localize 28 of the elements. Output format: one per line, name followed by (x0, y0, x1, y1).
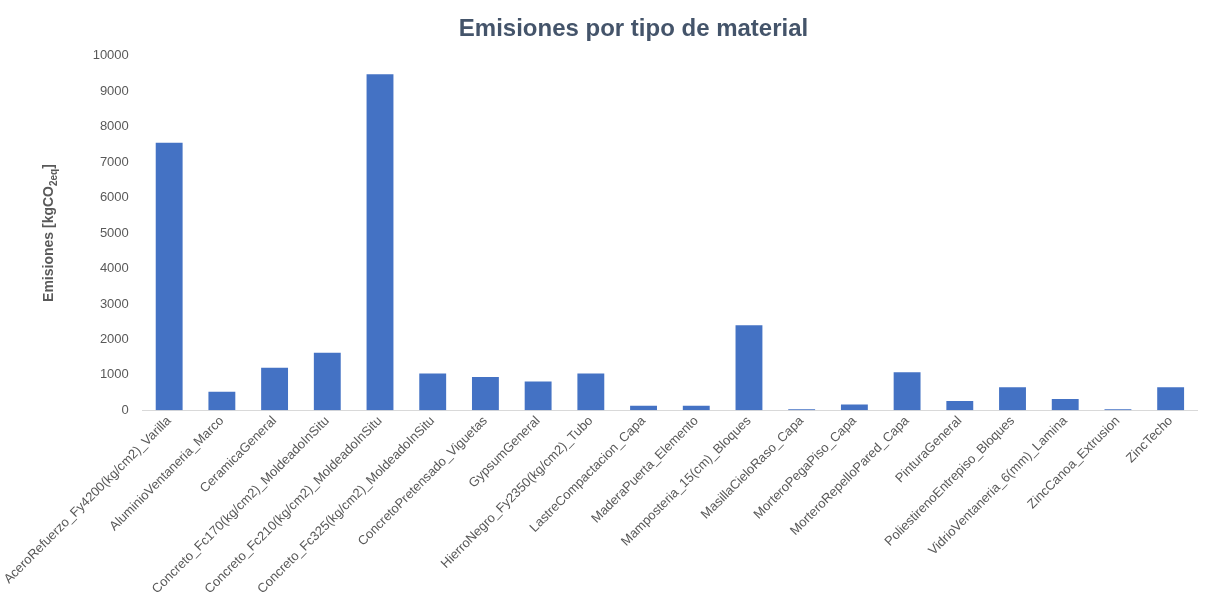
y-tick-label: 5000 (99, 224, 129, 240)
bar (208, 391, 236, 411)
bar (999, 387, 1026, 411)
chart-title: Emisiones por tipo de material (458, 14, 809, 42)
y-axis-title: Emisiones [kgCO2eq] (40, 164, 59, 302)
bar (893, 372, 921, 411)
bar (471, 376, 499, 411)
bar (313, 352, 341, 411)
y-tick-label: 6000 (99, 189, 129, 205)
y-tick-label: 3000 (99, 295, 129, 311)
bar (366, 74, 394, 411)
bar (1051, 398, 1079, 411)
y-tick-label: 0 (121, 401, 129, 417)
y-tick-label: 7000 (99, 153, 129, 169)
bar (419, 373, 447, 411)
bar (155, 142, 183, 411)
bar (735, 325, 763, 411)
y-tick-label: 8000 (99, 118, 129, 134)
bar (577, 373, 605, 411)
y-tick-label: 2000 (99, 330, 129, 346)
y-tick-label: 4000 (99, 260, 129, 276)
bar (1157, 387, 1185, 411)
y-tick-label: 10000 (92, 47, 129, 63)
y-tick-label: 1000 (99, 366, 129, 382)
bar (261, 367, 289, 411)
bar (946, 401, 974, 411)
bar (524, 381, 552, 411)
y-tick-label: 9000 (99, 82, 129, 98)
